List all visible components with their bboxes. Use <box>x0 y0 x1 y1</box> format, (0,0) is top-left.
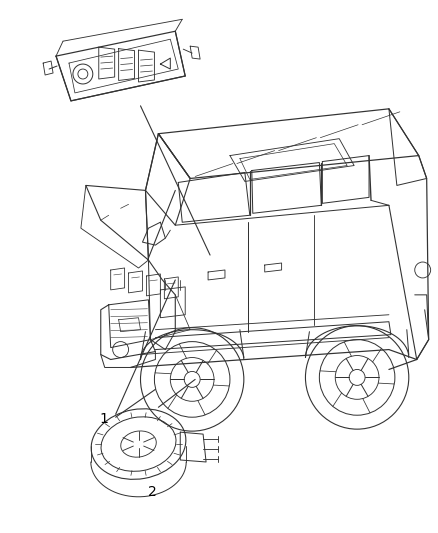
Text: 1: 1 <box>99 412 108 426</box>
Text: 2: 2 <box>148 485 157 499</box>
